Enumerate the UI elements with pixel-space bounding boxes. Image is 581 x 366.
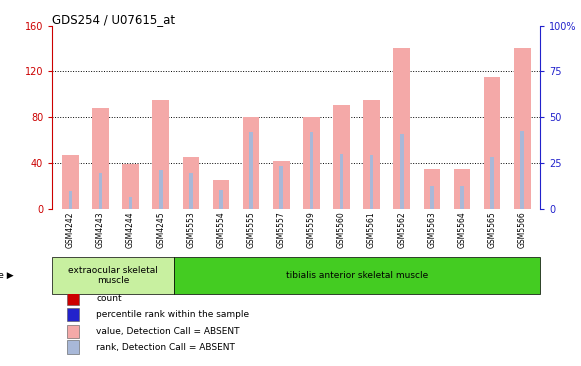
- Bar: [92, 108, 109, 209]
- Text: GSM4242: GSM4242: [66, 211, 75, 247]
- Bar: [514, 49, 530, 209]
- Bar: [243, 117, 259, 209]
- Bar: [67, 308, 78, 321]
- Text: GSM5555: GSM5555: [246, 211, 256, 248]
- Bar: [182, 157, 199, 209]
- Bar: [333, 105, 350, 209]
- Text: GSM5566: GSM5566: [518, 211, 527, 248]
- Text: GSM5554: GSM5554: [217, 211, 225, 248]
- Bar: [213, 180, 229, 209]
- Bar: [189, 173, 193, 209]
- Bar: [454, 169, 470, 209]
- Text: tibialis anterior skeletal muscle: tibialis anterior skeletal muscle: [286, 271, 428, 280]
- Text: GSM5563: GSM5563: [428, 211, 436, 248]
- Text: GSM5559: GSM5559: [307, 211, 316, 248]
- Text: GSM4244: GSM4244: [126, 211, 135, 248]
- Text: GSM5553: GSM5553: [187, 211, 195, 248]
- Bar: [123, 164, 139, 209]
- Text: GSM4243: GSM4243: [96, 211, 105, 248]
- Text: GSM5562: GSM5562: [397, 211, 406, 248]
- Text: GDS254 / U07615_at: GDS254 / U07615_at: [52, 12, 175, 26]
- Bar: [303, 117, 320, 209]
- Bar: [363, 100, 380, 209]
- Bar: [430, 186, 433, 209]
- Bar: [52, 257, 174, 294]
- Bar: [484, 77, 500, 209]
- Bar: [400, 134, 404, 209]
- Bar: [273, 161, 289, 209]
- Bar: [279, 166, 283, 209]
- Text: GSM4245: GSM4245: [156, 211, 165, 248]
- Text: GSM5561: GSM5561: [367, 211, 376, 248]
- Text: extraocular skeletal
muscle: extraocular skeletal muscle: [69, 266, 158, 285]
- Text: GSM5560: GSM5560: [337, 211, 346, 248]
- Bar: [424, 169, 440, 209]
- Bar: [310, 132, 313, 209]
- Text: value, Detection Call = ABSENT: value, Detection Call = ABSENT: [96, 327, 240, 336]
- Text: tissue ▶: tissue ▶: [0, 271, 13, 280]
- Bar: [129, 197, 132, 209]
- Text: GSM5565: GSM5565: [487, 211, 497, 248]
- Text: percentile rank within the sample: percentile rank within the sample: [96, 310, 249, 319]
- Bar: [67, 292, 78, 305]
- Bar: [340, 154, 343, 209]
- Bar: [152, 100, 169, 209]
- Bar: [159, 170, 163, 209]
- Text: count: count: [96, 294, 122, 303]
- Bar: [69, 191, 72, 209]
- Bar: [521, 131, 524, 209]
- Bar: [99, 173, 102, 209]
- Bar: [460, 186, 464, 209]
- Text: GSM5557: GSM5557: [277, 211, 286, 248]
- Bar: [174, 257, 540, 294]
- Bar: [370, 155, 374, 209]
- Bar: [219, 190, 223, 209]
- Bar: [67, 340, 78, 354]
- Bar: [62, 155, 78, 209]
- Bar: [67, 325, 78, 338]
- Bar: [490, 157, 494, 209]
- Bar: [393, 49, 410, 209]
- Text: rank, Detection Call = ABSENT: rank, Detection Call = ABSENT: [96, 343, 235, 352]
- Bar: [249, 132, 253, 209]
- Text: GSM5564: GSM5564: [457, 211, 467, 248]
